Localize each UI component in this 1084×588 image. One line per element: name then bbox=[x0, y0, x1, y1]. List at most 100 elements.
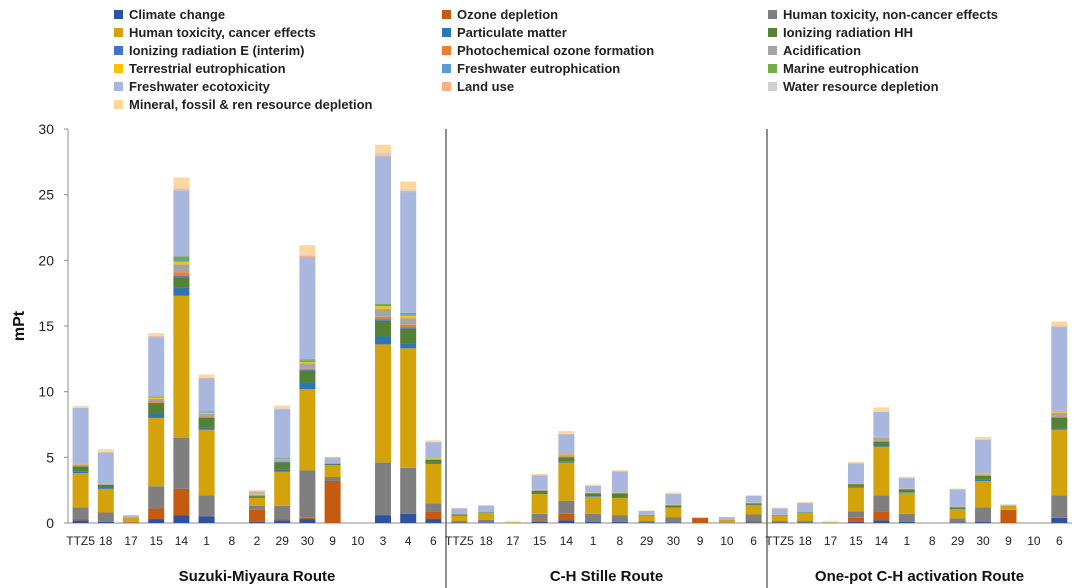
bar-segment-g1-c8-s4 bbox=[249, 498, 265, 506]
bar-segment-g1-c13-s1 bbox=[375, 515, 391, 523]
bar-segment-g2-c3-s13 bbox=[504, 521, 521, 523]
bar-segment-g1-c5-s13 bbox=[173, 190, 190, 257]
bar-segment-g1-c15-s13 bbox=[425, 442, 442, 458]
bar-segment-g1-c15-s3 bbox=[425, 503, 442, 512]
x-tick-label-g1-c13: 3 bbox=[380, 534, 387, 548]
bar-segment-g1-c5-s4 bbox=[173, 295, 190, 438]
group-label-3: One-pot C-H activation Route bbox=[815, 568, 1024, 585]
x-tick-label-g1-c14: 4 bbox=[405, 534, 412, 548]
bar-segment-g2-c7-s4 bbox=[611, 498, 628, 516]
bar-segment-g3-c12-s14 bbox=[1051, 326, 1068, 327]
bar-segment-g1-c1-s2 bbox=[72, 519, 89, 521]
bar-segment-g1-c4-s11 bbox=[148, 396, 165, 398]
bar-segment-g3-c8-s5 bbox=[949, 508, 966, 510]
bar-segment-g3-c8-s9 bbox=[949, 506, 966, 508]
bar-segment-g3-c5-s4 bbox=[873, 446, 890, 496]
legend-label-14: Land use bbox=[457, 79, 514, 94]
bar-segment-g2-c9-s4 bbox=[665, 507, 682, 518]
bar-segment-g3-c4-s16 bbox=[847, 462, 864, 464]
legend-label-4: Human toxicity, cancer effects bbox=[129, 25, 316, 40]
bar-segment-g2-c5-s1 bbox=[558, 520, 575, 523]
bar-segment-g3-c12-s9 bbox=[1051, 412, 1068, 417]
legend-swatch-6 bbox=[768, 28, 777, 37]
bar-segment-g1-c5-s1 bbox=[173, 515, 190, 523]
bar-segment-g1-c13-s4 bbox=[375, 344, 391, 463]
bar-segment-g1-c9-s2 bbox=[274, 519, 291, 521]
x-tick-label-g2-c6: 1 bbox=[590, 534, 597, 548]
bar-segment-g3-c5-s5 bbox=[873, 445, 890, 447]
x-tick-label-g1-c12: 10 bbox=[351, 534, 365, 548]
bar-segment-g1-c4-s16 bbox=[148, 333, 165, 336]
legend-swatch-9 bbox=[768, 46, 777, 55]
bar-segment-g2-c5-s3 bbox=[558, 500, 575, 514]
x-tick-label-g1-c7: 8 bbox=[228, 534, 235, 548]
x-tick-label-g1-c4: 15 bbox=[150, 534, 164, 548]
bar-segment-g1-c9-s6 bbox=[274, 462, 291, 470]
bar-segment-g1-c13-s16 bbox=[375, 144, 391, 153]
bar-segment-g1-c6-s14 bbox=[198, 377, 215, 379]
bar-segment-g1-c13-s15 bbox=[375, 152, 391, 156]
bar-segment-g1-c13-s11 bbox=[375, 304, 391, 307]
bar-segment-g3-c6-s9 bbox=[898, 488, 915, 490]
bar-segment-g2-c9-s6 bbox=[665, 505, 682, 508]
bar-segment-g1-c5-s5 bbox=[173, 287, 190, 296]
bar-segment-g2-c9-s13 bbox=[665, 493, 682, 505]
bar-segment-g1-c15-s2 bbox=[425, 511, 442, 520]
bar-segment-g1-c11-s6 bbox=[324, 463, 341, 465]
legend-label-3: Human toxicity, non-cancer effects bbox=[783, 7, 998, 22]
bar-segment-g2-c6-s3 bbox=[585, 513, 602, 522]
legend-label-10: Terrestrial eutrophication bbox=[129, 61, 286, 76]
bar-segment-g3-c1-s6 bbox=[771, 515, 788, 516]
bar-segment-g3-c5-s9 bbox=[873, 438, 890, 441]
bar-segment-g1-c11-s5 bbox=[324, 464, 341, 466]
legend-swatch-7 bbox=[114, 46, 123, 55]
bar-segment-g1-c10-s6 bbox=[299, 370, 316, 383]
bar-segment-g2-c12-s16 bbox=[745, 495, 762, 496]
bar-segment-g1-c11-s2 bbox=[324, 480, 341, 523]
legend-label-15: Water resource depletion bbox=[783, 79, 939, 94]
bar-segment-g1-c14-s5 bbox=[400, 343, 417, 349]
x-tick-label-g3-c6: 1 bbox=[903, 534, 910, 548]
bar-segment-g3-c12-s8 bbox=[1051, 416, 1068, 418]
bar-segment-g1-c10-s14 bbox=[299, 255, 316, 258]
legend-label-16: Mineral, fossil & ren resource depletion bbox=[129, 97, 373, 112]
bar-segment-g1-c4-s9 bbox=[148, 398, 165, 402]
bar-segment-g2-c4-s4 bbox=[531, 494, 548, 514]
x-tick-label-g1-c11: 9 bbox=[329, 534, 336, 548]
bar-segment-g1-c6-s4 bbox=[198, 429, 215, 496]
bar-segment-g2-c4-s3 bbox=[531, 513, 548, 521]
bar-segment-g2-c7-s3 bbox=[611, 515, 628, 522]
bar-segment-g3-c12-s1 bbox=[1051, 517, 1068, 523]
bar-segment-g1-c4-s3 bbox=[148, 486, 165, 509]
bar-segment-g1-c3-s4 bbox=[123, 517, 139, 522]
bar-segment-g1-c8-s1 bbox=[249, 521, 265, 523]
bar-segment-g1-c5-s12 bbox=[173, 256, 190, 260]
bar-segment-g3-c12-s13 bbox=[1051, 326, 1068, 411]
bar-segment-g1-c11-s4 bbox=[324, 465, 341, 478]
bar-segment-g1-c13-s10 bbox=[375, 306, 391, 309]
x-tick-label-g3-c3: 17 bbox=[824, 534, 838, 548]
bar-segment-g1-c2-s4 bbox=[97, 488, 114, 513]
legend-label-9: Acidification bbox=[783, 43, 861, 58]
bar-segment-g3-c5-s1 bbox=[873, 520, 890, 523]
bar-segment-g3-c6-s3 bbox=[898, 513, 915, 522]
x-tick-label-g1-c6: 1 bbox=[203, 534, 210, 548]
bar-segment-g1-c14-s13 bbox=[400, 192, 417, 313]
bar-segment-g1-c6-s3 bbox=[198, 495, 215, 517]
bar-segment-g1-c4-s7 bbox=[148, 402, 165, 404]
bar-segment-g1-c4-s10 bbox=[148, 397, 165, 399]
bar-segment-g3-c2-s16 bbox=[797, 501, 814, 504]
bar-segment-g1-c8-s8 bbox=[249, 495, 265, 497]
bar-segment-g3-c1-s3 bbox=[771, 521, 788, 523]
bar-segment-g1-c4-s5 bbox=[148, 413, 165, 418]
x-tick-label-g2-c11: 10 bbox=[720, 534, 734, 548]
bar-segment-g3-c9-s16 bbox=[975, 436, 992, 440]
bar-segment-g3-c5-s8 bbox=[873, 440, 890, 442]
bar-segment-g1-c11-s3 bbox=[324, 477, 341, 481]
x-tick-label-g2-c10: 9 bbox=[697, 534, 704, 548]
bar-segment-g1-c3-s2 bbox=[123, 522, 139, 523]
bar-segment-g2-c7-s6 bbox=[611, 493, 628, 498]
bar-segment-g1-c10-s15 bbox=[299, 254, 316, 256]
bar-segment-g1-c9-s16 bbox=[274, 405, 291, 409]
